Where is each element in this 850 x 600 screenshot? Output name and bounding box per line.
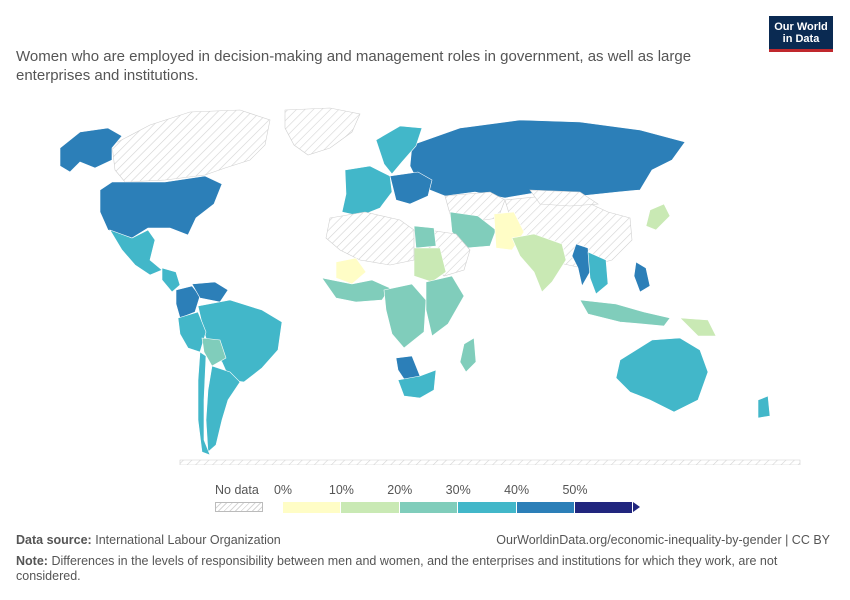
region-scandinavia[interactable] — [375, 125, 423, 175]
owid-logo[interactable]: Our World in Data — [769, 16, 833, 52]
region-mongolia[interactable] — [529, 189, 599, 207]
legend-tick-0: 0% — [273, 483, 293, 497]
region-mali[interactable] — [335, 257, 367, 285]
region-japan[interactable] — [645, 203, 671, 231]
region-sudan[interactable] — [413, 247, 447, 283]
color-legend: No data 0% 10% 20% 30% 40% 50% — [0, 480, 850, 520]
logo-line-1: Our World — [774, 21, 828, 33]
legend-arrow — [633, 502, 640, 512]
region-bolivia[interactable] — [201, 337, 227, 367]
region-greenland[interactable] — [284, 107, 361, 156]
legend-tick-4: 40% — [504, 483, 530, 497]
region-central-africa[interactable] — [383, 283, 427, 349]
region-russia[interactable] — [409, 119, 686, 199]
region-iran[interactable] — [449, 211, 497, 249]
region-australia[interactable] — [615, 337, 709, 413]
region-canada[interactable] — [111, 109, 271, 183]
region-indonesia[interactable] — [579, 299, 671, 327]
region-chile[interactable] — [197, 351, 211, 456]
license-link[interactable]: OurWorldinData.org/economic-inequality-b… — [496, 533, 830, 547]
region-north-africa[interactable] — [325, 211, 415, 266]
legend-tick-2: 20% — [387, 483, 413, 497]
region-central-america[interactable] — [161, 267, 181, 293]
legend-tick-3: 30% — [445, 483, 471, 497]
legend-bin-1 — [341, 502, 400, 513]
data-source: Data source: International Labour Organi… — [16, 533, 281, 547]
region-alaska-us[interactable] — [59, 127, 123, 173]
region-mexico[interactable] — [109, 229, 163, 276]
legend-tick-1: 10% — [328, 483, 354, 497]
region-philippines[interactable] — [633, 261, 651, 293]
world-map[interactable] — [0, 100, 850, 465]
logo-line-2: in Data — [782, 33, 820, 45]
region-united-states[interactable] — [99, 175, 223, 239]
chart-note: Note: Differences in the levels of respo… — [16, 554, 816, 584]
region-eastern-europe[interactable] — [389, 171, 433, 205]
region-india[interactable] — [511, 233, 567, 293]
region-colombia[interactable] — [175, 285, 201, 319]
region-papua-new-guinea[interactable] — [679, 317, 717, 337]
region-south-africa[interactable] — [397, 369, 437, 399]
legend-no-data-swatch — [215, 502, 263, 512]
region-myanmar[interactable] — [571, 243, 591, 287]
region-new-zealand[interactable] — [757, 395, 771, 419]
region-madagascar[interactable] — [459, 337, 477, 373]
chart-title: Women who are employed in decision-makin… — [16, 48, 692, 84]
region-east-africa[interactable] — [425, 275, 465, 337]
region-antarctica[interactable] — [179, 459, 801, 465]
legend-bin-2 — [399, 502, 459, 513]
legend-no-data-label: No data — [215, 483, 259, 497]
region-argentina[interactable] — [205, 365, 241, 453]
region-venezuela[interactable] — [191, 281, 229, 303]
note-text: Differences in the levels of responsibil… — [16, 554, 778, 583]
source-text[interactable]: International Labour Organization — [95, 533, 281, 547]
region-egypt[interactable] — [413, 225, 437, 249]
note-prefix: Note: — [16, 554, 48, 568]
legend-bin-4 — [516, 502, 575, 513]
legend-bin-0 — [283, 502, 342, 513]
region-west-africa[interactable] — [321, 277, 391, 303]
region-southeast-asia[interactable] — [587, 251, 609, 295]
legend-bin-5 — [575, 502, 633, 513]
region-western-europe[interactable] — [341, 165, 393, 217]
source-prefix: Data source: — [16, 533, 92, 547]
legend-tick-5: 50% — [562, 483, 588, 497]
legend-bin-3 — [458, 502, 517, 513]
